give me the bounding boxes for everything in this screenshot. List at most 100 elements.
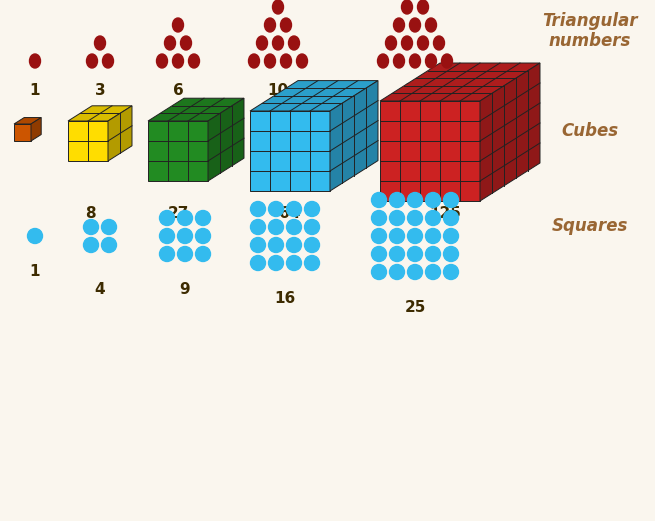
Ellipse shape <box>250 255 265 270</box>
Text: Cubes: Cubes <box>561 122 618 140</box>
Ellipse shape <box>409 54 421 68</box>
Ellipse shape <box>195 210 210 226</box>
Text: 1: 1 <box>29 83 40 98</box>
Polygon shape <box>68 106 132 121</box>
Ellipse shape <box>265 54 276 68</box>
Ellipse shape <box>390 246 405 262</box>
Ellipse shape <box>269 202 284 217</box>
Ellipse shape <box>371 210 386 226</box>
Polygon shape <box>480 63 540 201</box>
Ellipse shape <box>407 246 422 262</box>
Polygon shape <box>380 63 540 101</box>
Ellipse shape <box>250 219 265 234</box>
Ellipse shape <box>443 246 458 262</box>
Ellipse shape <box>272 0 284 14</box>
Ellipse shape <box>269 219 284 234</box>
Ellipse shape <box>305 238 320 253</box>
Ellipse shape <box>189 54 200 68</box>
Ellipse shape <box>426 210 441 226</box>
Ellipse shape <box>426 18 436 32</box>
Ellipse shape <box>443 210 458 226</box>
Ellipse shape <box>286 255 301 270</box>
Polygon shape <box>250 81 378 111</box>
Ellipse shape <box>265 18 276 32</box>
Ellipse shape <box>164 36 176 50</box>
Ellipse shape <box>386 36 396 50</box>
Ellipse shape <box>286 219 301 234</box>
Ellipse shape <box>181 36 191 50</box>
Ellipse shape <box>407 229 422 243</box>
Ellipse shape <box>280 54 291 68</box>
Ellipse shape <box>434 36 445 50</box>
Ellipse shape <box>86 54 98 68</box>
Ellipse shape <box>426 246 441 262</box>
Ellipse shape <box>94 36 105 50</box>
Ellipse shape <box>443 229 458 243</box>
Ellipse shape <box>390 265 405 279</box>
Polygon shape <box>14 118 41 124</box>
Ellipse shape <box>443 265 458 279</box>
Ellipse shape <box>390 192 405 207</box>
Text: Triangular
numbers: Triangular numbers <box>542 11 638 51</box>
Ellipse shape <box>83 219 98 234</box>
Ellipse shape <box>157 54 168 68</box>
Text: 3: 3 <box>95 83 105 98</box>
Ellipse shape <box>83 238 98 253</box>
Ellipse shape <box>426 192 441 207</box>
Ellipse shape <box>195 229 210 243</box>
Ellipse shape <box>371 229 386 243</box>
Ellipse shape <box>402 0 413 14</box>
Polygon shape <box>330 81 378 191</box>
Ellipse shape <box>402 36 413 50</box>
Ellipse shape <box>172 18 183 32</box>
Text: 27: 27 <box>167 206 189 221</box>
Ellipse shape <box>28 229 43 243</box>
Ellipse shape <box>178 229 193 243</box>
Ellipse shape <box>371 265 386 279</box>
Ellipse shape <box>178 246 193 262</box>
Ellipse shape <box>377 54 388 68</box>
Ellipse shape <box>441 54 453 68</box>
Text: 64: 64 <box>279 206 301 221</box>
Ellipse shape <box>288 36 299 50</box>
Text: 15: 15 <box>404 83 426 98</box>
Ellipse shape <box>269 255 284 270</box>
Ellipse shape <box>102 54 113 68</box>
Ellipse shape <box>407 265 422 279</box>
Ellipse shape <box>371 246 386 262</box>
Text: 10: 10 <box>267 83 289 98</box>
Text: Squares: Squares <box>552 217 628 235</box>
Ellipse shape <box>390 229 405 243</box>
Ellipse shape <box>29 54 41 68</box>
Ellipse shape <box>371 192 386 207</box>
Polygon shape <box>380 101 480 201</box>
Polygon shape <box>148 98 244 121</box>
Ellipse shape <box>160 210 174 226</box>
Ellipse shape <box>409 18 421 32</box>
Ellipse shape <box>417 36 428 50</box>
Ellipse shape <box>286 202 301 217</box>
Ellipse shape <box>443 192 458 207</box>
Ellipse shape <box>394 18 405 32</box>
Text: 1: 1 <box>29 264 40 279</box>
Ellipse shape <box>297 54 307 68</box>
Ellipse shape <box>426 54 436 68</box>
Ellipse shape <box>390 210 405 226</box>
Polygon shape <box>14 124 31 141</box>
Ellipse shape <box>407 192 422 207</box>
Ellipse shape <box>417 0 428 14</box>
Ellipse shape <box>305 219 320 234</box>
Ellipse shape <box>102 238 117 253</box>
Ellipse shape <box>250 202 265 217</box>
Ellipse shape <box>280 18 291 32</box>
Ellipse shape <box>426 229 441 243</box>
Ellipse shape <box>305 202 320 217</box>
Polygon shape <box>208 98 244 181</box>
Text: 8: 8 <box>84 206 96 221</box>
Ellipse shape <box>178 210 193 226</box>
Text: 9: 9 <box>179 282 191 297</box>
Ellipse shape <box>272 36 284 50</box>
Ellipse shape <box>172 54 183 68</box>
Ellipse shape <box>286 238 301 253</box>
Text: 16: 16 <box>274 291 295 306</box>
